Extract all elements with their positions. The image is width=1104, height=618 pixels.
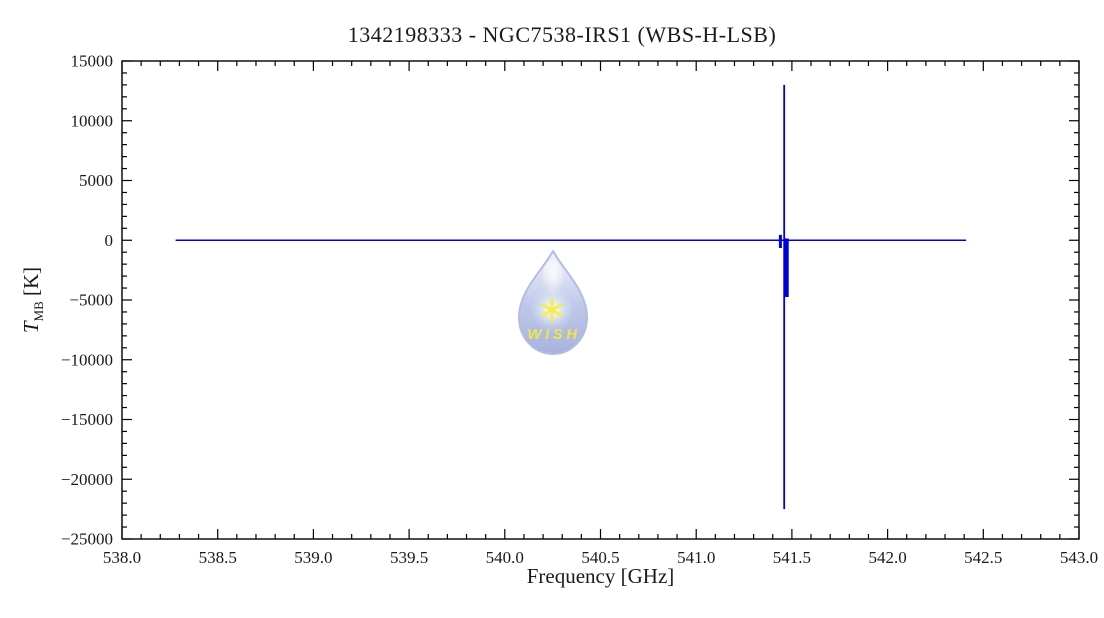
x-tick-label: 542.0 xyxy=(868,548,906,567)
x-tick-label: 539.5 xyxy=(390,548,428,567)
axis-ticks xyxy=(121,60,1080,540)
y-tick-label: 15000 xyxy=(71,52,114,71)
x-tick-label: 541.5 xyxy=(773,548,811,567)
y-tick-label: 0 xyxy=(105,231,114,250)
x-tick-label: 543.0 xyxy=(1060,548,1098,567)
y-tick-label: −5000 xyxy=(69,291,113,310)
y-tick-label: 10000 xyxy=(71,111,114,130)
data-series xyxy=(175,84,967,510)
wish-watermark: WISH xyxy=(514,249,592,361)
y-tick-label: −25000 xyxy=(61,530,113,549)
y-axis-unit: [K] xyxy=(18,266,43,302)
x-tick-label: 539.0 xyxy=(294,548,332,567)
x-tick-labels: 538.0 538.5 539.0 539.5 540.0 540.5 541.0 541.5… xyxy=(103,548,1098,567)
y-tick-label: −15000 xyxy=(61,410,113,429)
y-axis-label: TMB [K] xyxy=(19,267,47,333)
y-axis-subscript: MB xyxy=(31,301,47,322)
y-axis-symbol: T xyxy=(18,321,43,334)
x-tick-label: 538.5 xyxy=(199,548,237,567)
x-tick-label: 540.5 xyxy=(581,548,619,567)
y-tick-label: 5000 xyxy=(79,171,113,190)
y-tick-label: −10000 xyxy=(61,350,113,369)
x-tick-label: 541.0 xyxy=(677,548,715,567)
y-tick-label: −20000 xyxy=(61,470,113,489)
x-tick-label: 542.5 xyxy=(964,548,1002,567)
star-icon xyxy=(541,297,563,323)
x-axis-label: Frequency [GHz] xyxy=(526,564,675,588)
wish-logo: WISH xyxy=(518,250,588,355)
y-tick-labels: −25000 −20000 −15000 −10000 −5000 0 5000 10000 1… xyxy=(61,52,113,549)
plot-frame xyxy=(121,60,1080,540)
wish-label: WISH xyxy=(527,326,580,343)
plot-title: 1342198333 - NGC7538-IRS1 (WBS-H-LSB) xyxy=(347,22,777,47)
x-tick-label: 540.0 xyxy=(486,548,524,567)
x-tick-label: 538.0 xyxy=(103,548,141,567)
